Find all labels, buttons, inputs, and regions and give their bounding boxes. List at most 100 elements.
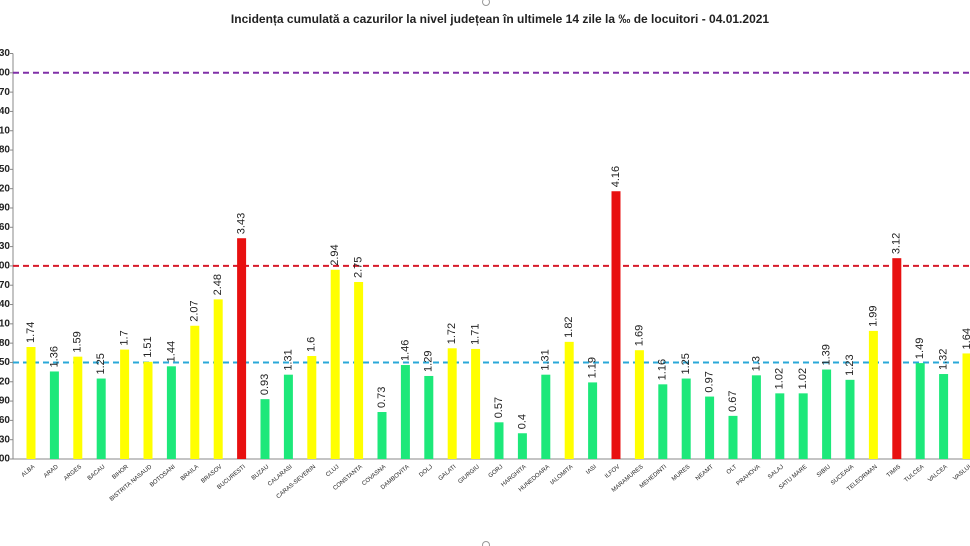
x-tick-label: BIHOR: [111, 464, 130, 481]
bar: [213, 299, 223, 459]
value-label: 0.73: [376, 387, 388, 408]
x-tick-label: PRAHOVA: [736, 464, 762, 487]
bar: [845, 379, 855, 459]
value-label: 1.02: [774, 368, 786, 389]
bar: [915, 363, 925, 459]
x-tick-label: BUZAU: [251, 464, 270, 482]
x-tick-label: TULCEA: [904, 464, 926, 484]
x-tick-label: ALBA: [21, 464, 37, 478]
x-tick-label: BRASOV: [200, 464, 223, 485]
value-label: 1.99: [867, 305, 879, 326]
value-label: 1.32: [938, 349, 950, 370]
x-tick-label: ARAD: [43, 464, 60, 480]
bar: [541, 374, 551, 459]
bar: [424, 375, 434, 459]
bar: [26, 347, 36, 459]
y-tick-label: 5.10: [0, 125, 10, 136]
bar: [681, 378, 691, 459]
value-label: 2.94: [329, 244, 341, 265]
bar: [517, 433, 527, 459]
x-tick-label: BISTRITA NASAUD: [109, 464, 154, 503]
bar: [260, 399, 270, 459]
bar: [49, 371, 59, 459]
y-tick-label: 5.40: [0, 106, 10, 117]
bar: [354, 281, 364, 459]
bar: [892, 258, 902, 459]
bar: [143, 361, 153, 459]
value-label: 1.82: [563, 316, 575, 337]
bar: [658, 384, 668, 459]
x-tick-label: BACAU: [87, 464, 107, 482]
value-label: 1.71: [470, 324, 482, 345]
value-label: 0.93: [259, 374, 271, 395]
bar: [822, 369, 832, 459]
y-tick-label: 0.60: [0, 415, 10, 426]
chart-title: Incidența cumulată a cazurilor la nivel …: [231, 12, 770, 26]
y-tick-label: 1.80: [0, 338, 10, 349]
x-tick-label: ARGES: [63, 464, 83, 482]
x-tick-label: SIBIU: [816, 464, 832, 479]
bar: [494, 422, 504, 459]
y-tick-label: 4.20: [0, 183, 10, 194]
x-tick-label: BRAILA: [180, 464, 200, 482]
bar: [775, 393, 785, 459]
bar: [190, 325, 200, 459]
bar: [751, 375, 761, 459]
x-tick-label: BOTOSANI: [149, 464, 177, 489]
value-label: 0.97: [704, 371, 716, 392]
value-label: 0.67: [727, 390, 739, 411]
value-label: 1.39: [821, 344, 833, 365]
value-label: 1.25: [680, 353, 692, 374]
bar: [166, 366, 176, 459]
y-tick-label: 4.50: [0, 164, 10, 175]
bar: [73, 356, 83, 459]
y-tick-label: 6.30: [0, 48, 10, 59]
value-label: 1.29: [423, 351, 435, 372]
bar: [962, 353, 970, 459]
x-tick-label: VALCEA: [927, 464, 949, 484]
bar: [611, 191, 621, 459]
value-label: 1.16: [657, 359, 669, 380]
bar: [868, 330, 878, 459]
bar: [564, 341, 574, 459]
y-tick-label: 3.00: [0, 261, 10, 272]
value-label: 0.57: [493, 397, 505, 418]
y-tick-label: 5.70: [0, 87, 10, 98]
y-tick-label: 2.10: [0, 318, 10, 329]
x-tick-label: VASLUI: [952, 464, 970, 482]
bar: [96, 378, 106, 459]
value-label: 3.12: [891, 233, 903, 254]
value-label: 1.69: [633, 325, 645, 346]
y-tick-label: 1.20: [0, 376, 10, 387]
y-tick-label: 0.90: [0, 396, 10, 407]
bar: [330, 269, 340, 459]
value-label: 1.72: [446, 323, 458, 344]
bar: [588, 382, 598, 459]
value-label: 1.49: [914, 338, 926, 359]
bar: [728, 415, 738, 459]
y-tick-label: 0.00: [0, 454, 10, 465]
bar: [307, 356, 317, 459]
bar: [705, 396, 715, 459]
bar: [471, 348, 481, 459]
bar: [120, 349, 130, 459]
x-tick-label: DOLJ: [418, 464, 434, 478]
bar: [447, 348, 457, 459]
value-label: 1.6: [306, 337, 318, 352]
y-tick-label: 4.80: [0, 145, 10, 156]
value-label: 1.44: [165, 341, 177, 362]
value-label: 2.75: [353, 257, 365, 278]
x-tick-label: TIMIS: [886, 464, 902, 479]
x-tick-label: SALAJ: [767, 464, 785, 480]
value-label: 1.3: [750, 356, 762, 371]
bar: [237, 238, 247, 459]
value-label: 1.46: [399, 340, 411, 361]
y-tick-label: 2.70: [0, 280, 10, 291]
x-tick-label: ILFOV: [604, 464, 621, 480]
value-label: 0.4: [516, 414, 528, 429]
value-label: 3.43: [236, 213, 248, 234]
value-label: 1.7: [119, 330, 131, 345]
x-tick-label: GIURGIU: [457, 464, 481, 485]
x-tick-label: GORJ: [488, 464, 505, 479]
